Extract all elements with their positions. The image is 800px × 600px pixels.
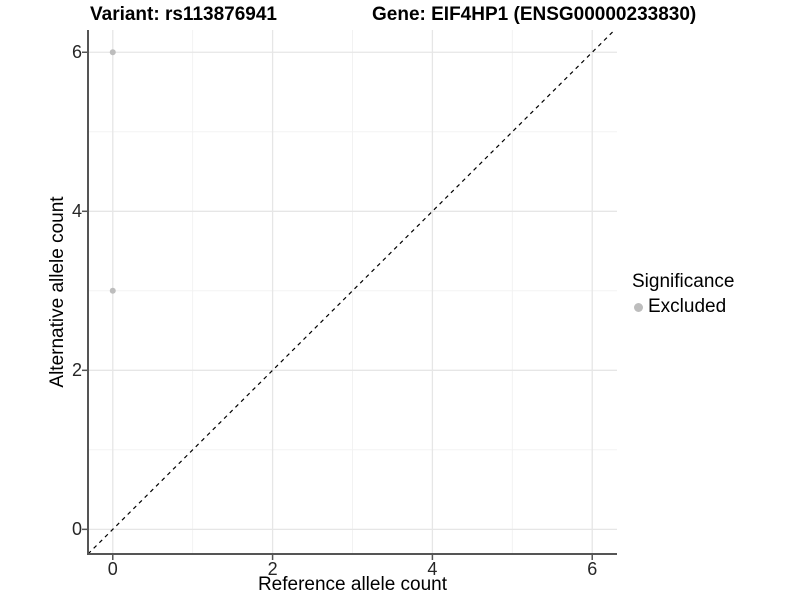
excluded-point-icon [634,302,643,312]
x-tick-label: 4 [427,559,438,579]
x-axis-label: Reference allele count [257,574,448,595]
y-tick-label: 4 [71,201,82,222]
legend-title: Significance [632,271,735,292]
x-tick-label: 0 [107,559,118,579]
variant-title: Variant: rs113876941 [90,4,277,25]
legend-item-excluded: Excluded [632,296,734,318]
data-point [109,49,116,56]
y-axis-label: Alternative allele count [47,196,68,388]
y-tick-label: 2 [71,360,82,381]
data-point [109,287,116,294]
identity-line [87,29,616,555]
gene-title: Gene: EIF4HP1 (ENSG00000233830) [372,4,697,25]
legend: Significance Excluded [632,271,734,318]
y-tick-label: 6 [71,42,82,63]
x-tick-label: 2 [267,559,278,579]
y-tick-label: 0 [71,519,82,540]
x-tick-label: 6 [587,559,598,579]
legend-item-label: Excluded [648,296,727,317]
